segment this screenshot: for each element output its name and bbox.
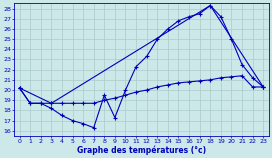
X-axis label: Graphe des températures (°c): Graphe des températures (°c) (77, 145, 206, 155)
